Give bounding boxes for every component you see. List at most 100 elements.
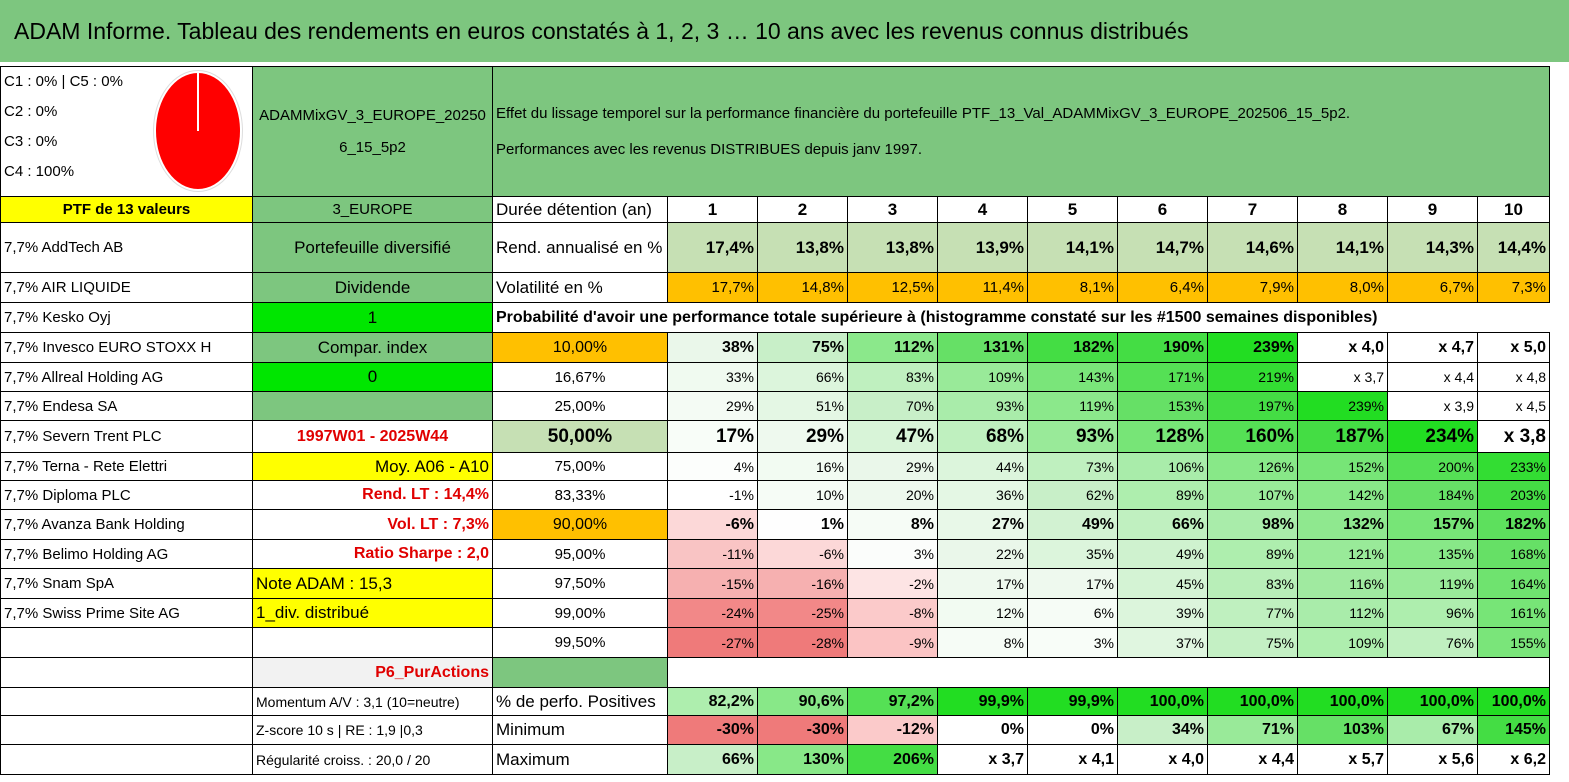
rend-lt: Rend. LT : 14,4% [252,480,493,510]
prob-value: 6% [1027,598,1118,628]
prob-header: Probabilité d'avoir une performance tota… [492,302,1550,333]
compar-label: Compar. index [252,332,493,363]
holding-1: 7,7% AddTech AB [0,222,253,273]
prob-value: x 3,9 [1387,391,1478,421]
prob-value: 233% [1477,452,1550,481]
prob-value: -24% [667,598,758,628]
compar-value: 0 [252,362,493,392]
max-value: x 3,7 [937,744,1028,775]
prob-threshold: 99,00% [492,598,668,628]
year-4: 4 [937,196,1028,223]
prob-value: 17% [937,568,1028,599]
holding-10: 7,7% Avanza Bank Holding [0,509,253,540]
prob-value: 75% [1207,627,1298,658]
blank-area [667,657,1550,688]
prob-value: 182% [1477,509,1550,540]
prob-value: 109% [937,362,1028,392]
dividend-label: Dividende [252,272,493,303]
prob-threshold: 95,00% [492,539,668,569]
vol-lt: Vol. LT : 7,3% [252,509,493,540]
prob-value: -15% [667,568,758,599]
prob-value: 112% [1297,598,1388,628]
vol-value: 12,5% [847,272,938,303]
year-6: 6 [1117,196,1208,223]
prob-value: 29% [667,391,758,421]
positive-value: 100,0% [1387,687,1478,716]
rend-value: 14,7% [1117,222,1208,273]
allocation-pie-chart [154,71,242,191]
rend-value: 14,4% [1477,222,1550,273]
prob-value: 38% [667,332,758,363]
dividend-value: 1 [252,302,493,333]
prob-value: 155% [1477,627,1550,658]
year-3: 3 [847,196,938,223]
vol-value: 14,8% [757,272,848,303]
prob-value: 112% [847,332,938,363]
prob-value: 98% [1207,509,1298,540]
vol-value: 7,3% [1477,272,1550,303]
info-cell [252,391,493,421]
diversification-label: Portefeuille diversifié [252,222,493,273]
prob-value: 157% [1387,509,1478,540]
prob-value: 89% [1117,480,1208,510]
holding-9: 7,7% Diploma PLC [0,480,253,510]
prob-value: 106% [1117,452,1208,481]
prob-value: x 4,0 [1297,332,1388,363]
prob-threshold: 75,00% [492,452,668,481]
regularite: Régularité croiss. : 20,0 / 20 [252,744,493,775]
prob-value: 29% [847,452,938,481]
prob-value: -6% [757,539,848,569]
rend-value: 13,8% [757,222,848,273]
prob-value: -16% [757,568,848,599]
prob-value: 62% [1027,480,1118,510]
prob-value: -27% [667,627,758,658]
prob-value: 77% [1207,598,1298,628]
prob-value: 22% [937,539,1028,569]
max-value: 66% [667,744,758,775]
rend-label: Rend. annualisé en % [492,222,668,273]
prob-value: 153% [1117,391,1208,421]
max-label: Maximum [492,744,668,775]
prob-value: 44% [937,452,1028,481]
prob-value: 45% [1117,568,1208,599]
prob-value: 1% [757,509,848,540]
sharpe: Ratio Sharpe : 2,0 [252,539,493,569]
positive-value: 99,9% [937,687,1028,716]
prob-value: 131% [937,332,1028,363]
positive-value: 100,0% [1207,687,1298,716]
zscore: Z-score 10 s | RE : 1,9 |0,3 [252,715,493,745]
prob-value: -6% [667,509,758,540]
moy: Moy. A06 - A10 [252,452,493,481]
prob-value: 12% [937,598,1028,628]
prob-value: 160% [1207,420,1298,453]
prob-value: 219% [1207,362,1298,392]
prob-value: 73% [1027,452,1118,481]
holding-12: 7,7% Snam SpA [0,568,253,599]
div-distribue: 1_div. distribué [252,598,493,628]
performance-table: C1 : 0% | C5 : 0% C2 : 0% C3 : 0% C4 : 1… [0,66,1550,775]
prob-value: 107% [1207,480,1298,510]
year-10: 10 [1477,196,1550,223]
max-value: x 4,1 [1027,744,1118,775]
max-value: 206% [847,744,938,775]
ptf-count-label: PTF de 13 valeurs [0,196,253,223]
vol-value: 8,0% [1297,272,1388,303]
year-2: 2 [757,196,848,223]
prob-value: x 4,8 [1477,362,1550,392]
prob-value: 89% [1207,539,1298,569]
prob-value: 171% [1117,362,1208,392]
duration-label: Durée détention (an) [492,196,668,223]
min-value: 0% [1027,715,1118,745]
prob-value: 20% [847,480,938,510]
prob-value: 197% [1207,391,1298,421]
prob-value: 239% [1297,391,1388,421]
holding-6: 7,7% Endesa SA [0,391,253,421]
holding-5: 7,7% Allreal Holding AG [0,362,253,392]
year-9: 9 [1387,196,1478,223]
note: Note ADAM : 15,3 [252,568,493,599]
allocation-legend: C1 : 0% | C5 : 0% C2 : 0% C3 : 0% C4 : 1… [0,66,253,197]
prob-value: 93% [1027,420,1118,453]
rend-value: 14,1% [1297,222,1388,273]
prob-value: 68% [937,420,1028,453]
prob-threshold: 90,00% [492,509,668,540]
